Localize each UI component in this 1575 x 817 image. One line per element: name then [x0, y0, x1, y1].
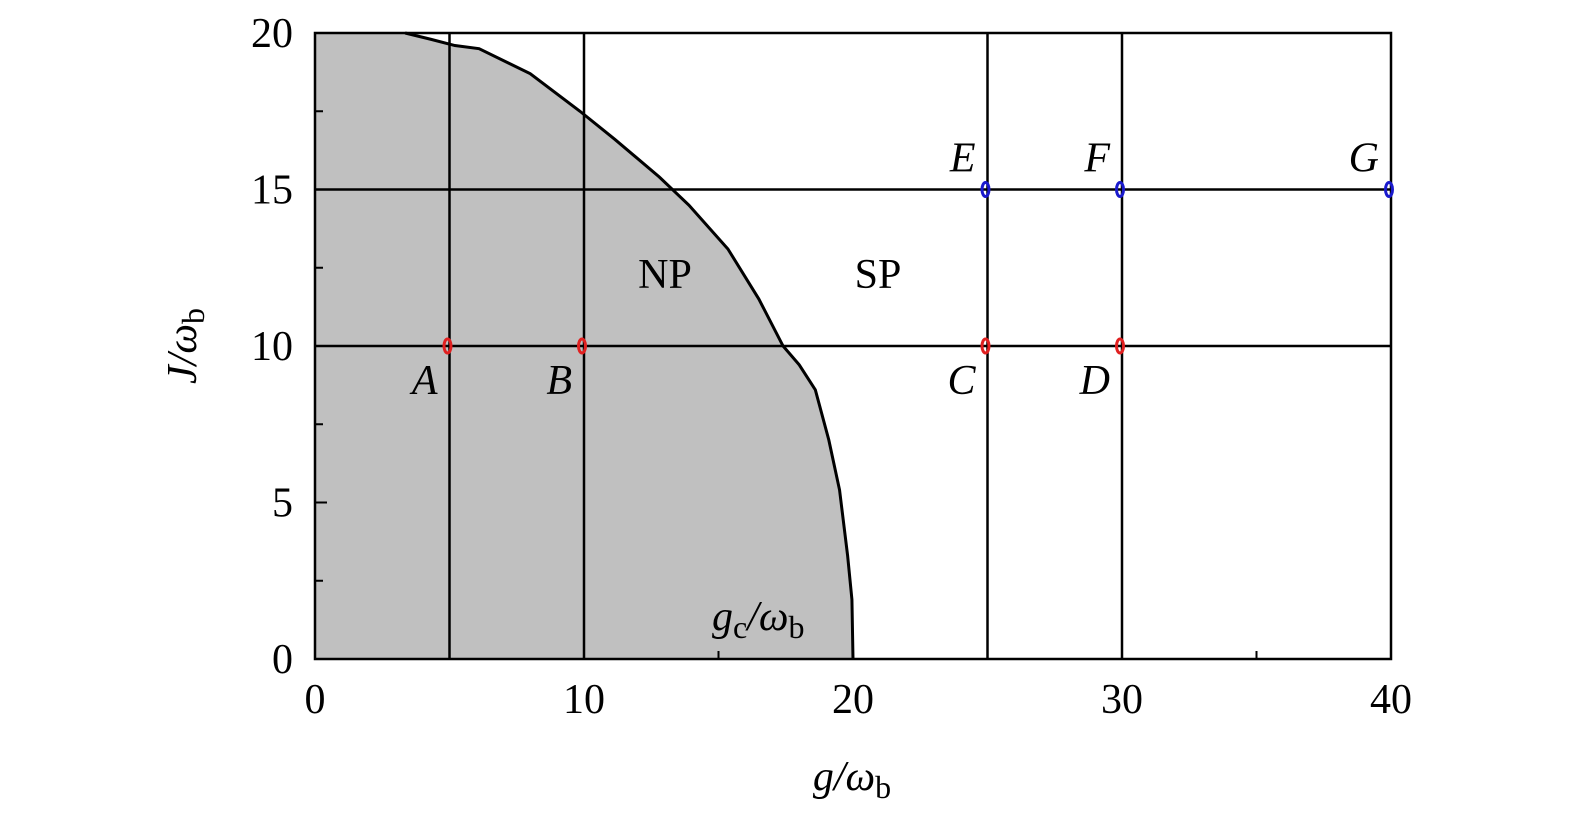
point: [1115, 181, 1125, 198]
point: [980, 337, 991, 355]
point: [1384, 181, 1394, 198]
point-label: F: [1083, 136, 1110, 182]
boundary-label-g: g: [712, 594, 733, 640]
region-label: NP: [638, 252, 692, 298]
y-tick-label: 10: [251, 324, 293, 370]
x-tick-label: 10: [563, 677, 605, 723]
y-tick-label: 0: [272, 637, 293, 683]
x-tick-label: 0: [305, 677, 326, 723]
phase-boundary: [404, 31, 855, 660]
point: [442, 337, 453, 355]
x-tick-label: 40: [1370, 677, 1412, 723]
boundary-label-omega: /ω: [745, 594, 788, 640]
x-tick-label: 30: [1101, 677, 1143, 723]
y-label-main: J/ω: [160, 324, 206, 384]
point-label: B: [546, 358, 572, 404]
point: [577, 337, 587, 355]
y-tick-label: 15: [251, 168, 293, 214]
boundary-label-sub: b: [789, 609, 805, 645]
x-tick-label: 20: [832, 677, 874, 723]
y-tick-label: 20: [251, 11, 293, 57]
boundary-label-sub: c: [733, 609, 747, 645]
y-axis-label: J/ωb: [160, 308, 211, 384]
y-label-sub: b: [175, 308, 211, 324]
x-label-main: g/ω: [813, 754, 875, 800]
point-label: G: [1349, 136, 1379, 182]
point: [1115, 337, 1125, 355]
region-label: SP: [855, 252, 902, 298]
x-label-sub: b: [875, 769, 891, 805]
point-label: C: [947, 358, 976, 404]
point-label: D: [1079, 358, 1110, 404]
point-label: A: [409, 358, 438, 404]
boundary-label: gc/ωb: [712, 594, 805, 645]
y-tick-label: 5: [272, 481, 293, 527]
x-axis-label: g/ωb: [813, 754, 891, 805]
point-label: E: [949, 136, 976, 182]
point: [980, 181, 991, 198]
